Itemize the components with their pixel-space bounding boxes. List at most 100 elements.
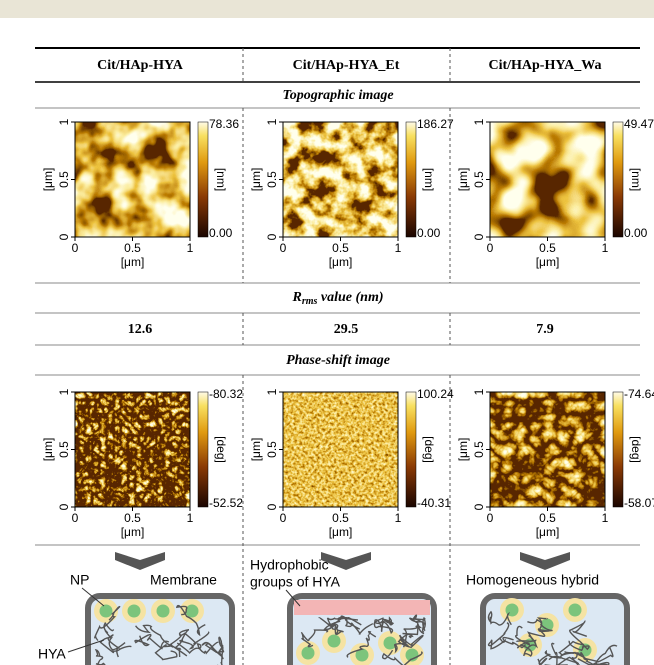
x-tick-label: 0 <box>280 241 287 255</box>
afm-image <box>490 122 605 237</box>
colorbar-max: 186.27 <box>417 117 454 131</box>
colorbar-min: -58.07 <box>624 496 654 510</box>
colorbar-max: 49.47 <box>624 117 654 131</box>
column-header: Cit/HAp-HYA_Et <box>293 58 400 73</box>
y-tick-label: 0 <box>472 503 486 510</box>
np <box>100 605 113 618</box>
afm-image <box>490 392 605 507</box>
x-tick-label: 0 <box>280 511 287 525</box>
colorbar-min: 0.00 <box>624 226 648 240</box>
y-tick-label: 0.5 <box>472 441 486 458</box>
label: groups of HYA <box>250 574 341 590</box>
y-tick-label: 1 <box>265 118 279 125</box>
y-axis-label: [μm] <box>456 168 470 192</box>
label: Hydrophobic <box>250 557 329 573</box>
colorbar-unit: [deg] <box>214 436 228 463</box>
colorbar-min: 0.00 <box>209 226 233 240</box>
y-tick-label: 0.5 <box>265 171 279 188</box>
chevron <box>520 552 570 570</box>
section-title: Topographic image <box>282 88 393 103</box>
x-tick-label: 1 <box>187 241 194 255</box>
label: HYA <box>38 646 66 662</box>
x-tick-label: 1 <box>395 511 402 525</box>
y-tick-label: 1 <box>472 388 486 395</box>
x-tick-label: 1 <box>395 241 402 255</box>
x-axis-label: [μm] <box>536 255 560 269</box>
x-tick-label: 0.5 <box>539 511 556 525</box>
label: NP <box>70 572 89 588</box>
schematic <box>68 552 627 665</box>
colorbar-unit: [deg] <box>422 436 436 463</box>
y-tick-label: 0.5 <box>57 171 71 188</box>
np <box>302 647 315 660</box>
y-tick-label: 0.5 <box>57 441 71 458</box>
r: R <box>291 290 301 305</box>
afm-image <box>283 392 398 507</box>
colorbar <box>613 122 623 237</box>
y-tick-label: 0.5 <box>265 441 279 458</box>
x-tick-label: 0 <box>72 241 79 255</box>
np <box>384 637 397 650</box>
x-axis-label: [μm] <box>329 255 353 269</box>
rest: value (nm) <box>317 290 383 305</box>
colorbar-unit: [nm] <box>214 168 228 191</box>
np <box>328 635 341 648</box>
chevron <box>115 552 165 570</box>
colorbar <box>198 392 208 507</box>
colorbar-max: -74.64 <box>624 387 654 401</box>
np <box>128 605 141 618</box>
x-tick-label: 1 <box>187 511 194 525</box>
x-tick-label: 0.5 <box>124 241 141 255</box>
x-tick-label: 0.5 <box>332 241 349 255</box>
np <box>569 604 582 617</box>
y-axis-label: [μm] <box>249 438 263 462</box>
colorbar-unit: [nm] <box>422 168 436 191</box>
y-tick-label: 0 <box>265 503 279 510</box>
colorbar-unit: [deg] <box>629 436 643 463</box>
section-title: Phase-shift image <box>286 353 390 368</box>
y-axis-label: [μm] <box>249 168 263 192</box>
label: Membrane <box>150 572 217 588</box>
x-tick-label: 0 <box>487 511 494 525</box>
colorbar-max: -80.32 <box>209 387 243 401</box>
y-axis-label: [μm] <box>41 168 55 192</box>
np <box>157 605 170 618</box>
colorbar-min: -52.52 <box>209 496 243 510</box>
hydrophobic-layer <box>294 600 430 615</box>
colorbar-unit: [nm] <box>629 168 643 191</box>
colorbar-max: 100.24 <box>417 387 454 401</box>
x-tick-label: 0 <box>72 511 79 525</box>
x-axis-label: [μm] <box>536 525 560 539</box>
rrms-value: 7.9 <box>536 322 554 337</box>
column-header: Cit/HAp-HYA_Wa <box>488 58 601 73</box>
y-tick-label: 1 <box>57 388 71 395</box>
colorbar <box>406 122 416 237</box>
rrms-value: 12.6 <box>128 322 153 337</box>
colorbar-min: 0.00 <box>417 226 441 240</box>
y-tick-label: 0 <box>57 503 71 510</box>
figure: Cit/HAp-HYA Cit/HAp-HYA_Et Cit/HAp-HYA_W… <box>0 0 654 665</box>
x-tick-label: 0 <box>487 241 494 255</box>
rrms-value: 29.5 <box>334 322 359 337</box>
x-axis-label: [μm] <box>121 255 145 269</box>
label: Homogeneous hybrid <box>466 572 599 588</box>
afm-image <box>75 122 190 237</box>
afm-image <box>75 392 190 507</box>
y-tick-label: 0 <box>265 233 279 240</box>
colorbar <box>613 392 623 507</box>
x-axis-label: [μm] <box>121 525 145 539</box>
column-header: Cit/HAp-HYA <box>97 58 184 73</box>
afm-image <box>283 122 398 237</box>
y-tick-label: 0 <box>472 233 486 240</box>
x-tick-label: 0.5 <box>332 511 349 525</box>
y-axis-label: [μm] <box>41 438 55 462</box>
y-tick-label: 1 <box>265 388 279 395</box>
x-axis-label: [μm] <box>329 525 353 539</box>
x-tick-label: 1 <box>602 511 609 525</box>
y-tick-label: 1 <box>472 118 486 125</box>
colorbar-min: -40.31 <box>417 496 451 510</box>
x-tick-label: 0.5 <box>124 511 141 525</box>
y-tick-label: 1 <box>57 118 71 125</box>
y-tick-label: 0.5 <box>472 171 486 188</box>
x-tick-label: 1 <box>602 241 609 255</box>
